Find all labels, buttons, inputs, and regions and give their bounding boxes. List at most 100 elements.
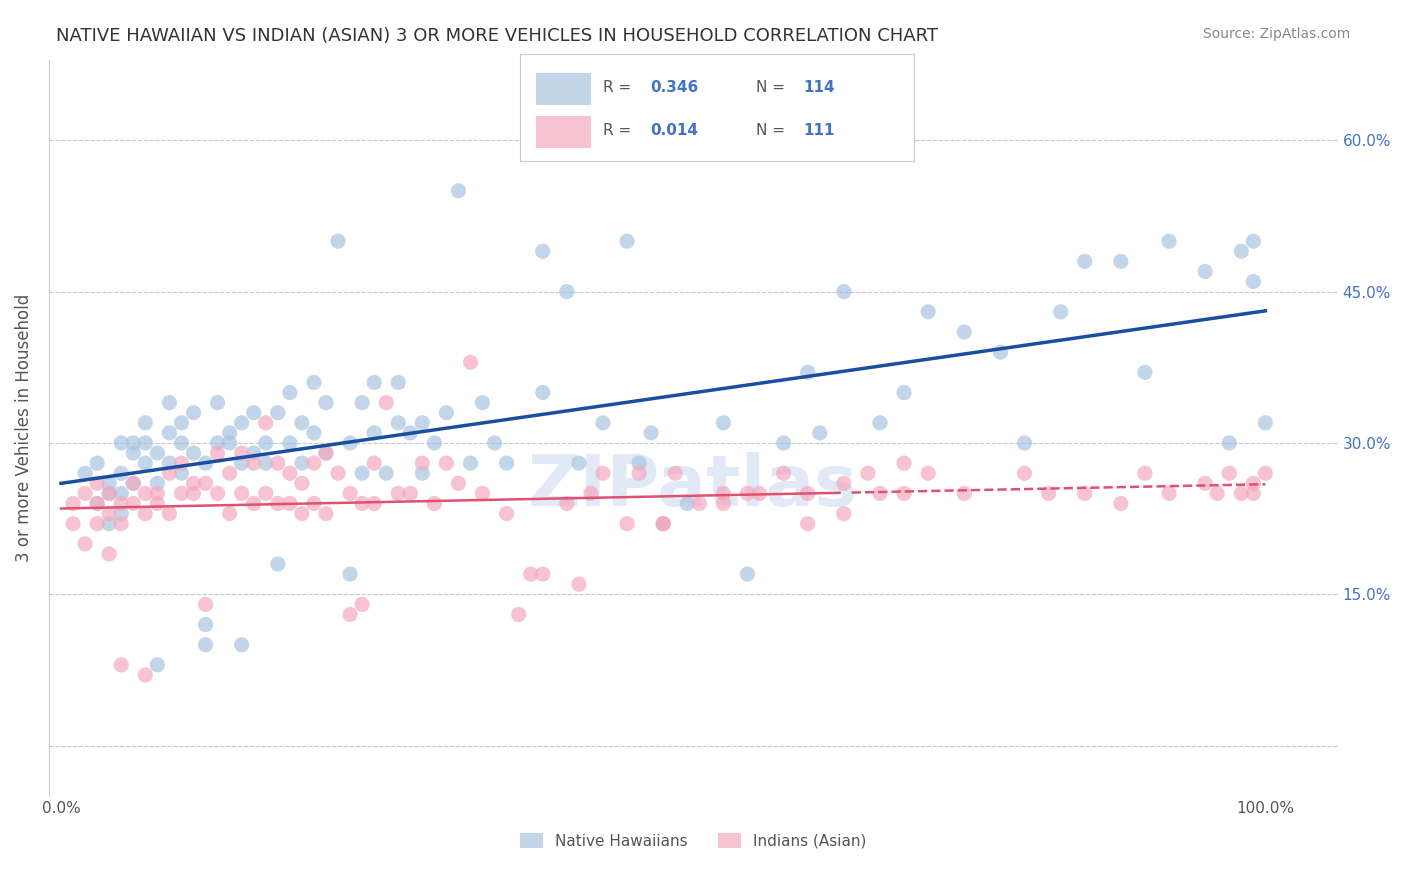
Point [254, 486, 277, 500]
Point [652, 516, 675, 531]
Point [315, 395, 337, 409]
Point [98, 507, 121, 521]
Point [1206, 486, 1229, 500]
Point [291, 507, 314, 521]
Point [98, 476, 121, 491]
Point [616, 234, 638, 248]
Point [146, 446, 169, 460]
Point [495, 456, 517, 470]
Point [278, 496, 301, 510]
Point [183, 486, 205, 500]
Point [748, 486, 770, 500]
Point [110, 436, 132, 450]
Point [471, 486, 494, 500]
Point [568, 456, 591, 470]
Point [194, 638, 217, 652]
Point [207, 436, 229, 450]
Point [616, 516, 638, 531]
Point [664, 467, 686, 481]
Point [387, 416, 409, 430]
Point [75, 467, 97, 481]
FancyBboxPatch shape [536, 73, 591, 105]
Point [713, 416, 735, 430]
Point [302, 376, 325, 390]
Point [352, 496, 374, 510]
Point [772, 436, 794, 450]
Point [75, 486, 97, 500]
Point [194, 598, 217, 612]
Point [796, 486, 818, 500]
Point [122, 476, 145, 491]
Point [183, 446, 205, 460]
Point [508, 607, 530, 622]
Point [676, 496, 699, 510]
Point [254, 456, 277, 470]
Point [242, 406, 264, 420]
Point [170, 486, 193, 500]
Point [62, 496, 84, 510]
Point [339, 607, 361, 622]
Point [953, 486, 976, 500]
Text: 0.014: 0.014 [650, 123, 699, 138]
Text: ZIPatlas: ZIPatlas [529, 452, 859, 521]
Point [411, 467, 433, 481]
Point [207, 486, 229, 500]
Point [146, 657, 169, 672]
Point [134, 668, 156, 682]
Point [242, 496, 264, 510]
Point [86, 456, 108, 470]
Point [447, 476, 470, 491]
Point [218, 507, 240, 521]
Point [183, 476, 205, 491]
Point [737, 567, 759, 582]
Point [1230, 486, 1253, 500]
Point [436, 406, 458, 420]
Text: R =: R = [603, 80, 636, 95]
Point [110, 486, 132, 500]
Point [218, 425, 240, 440]
Point [471, 395, 494, 409]
Point [146, 476, 169, 491]
Point [460, 355, 482, 369]
Point [411, 456, 433, 470]
Point [267, 557, 290, 571]
Point [267, 456, 290, 470]
Point [1218, 467, 1240, 481]
Point [315, 446, 337, 460]
Point [110, 496, 132, 510]
Point [1194, 264, 1216, 278]
Y-axis label: 3 or more Vehicles in Household: 3 or more Vehicles in Household [15, 293, 32, 562]
Point [157, 395, 180, 409]
Point [832, 507, 855, 521]
Point [254, 436, 277, 450]
Point [652, 516, 675, 531]
Point [652, 516, 675, 531]
Point [110, 467, 132, 481]
Point [953, 325, 976, 339]
Point [134, 456, 156, 470]
Point [1109, 254, 1132, 268]
Point [122, 436, 145, 450]
Point [375, 395, 398, 409]
Point [1218, 436, 1240, 450]
Point [531, 567, 554, 582]
Point [832, 285, 855, 299]
Point [1133, 467, 1156, 481]
Point [242, 446, 264, 460]
Point [1230, 244, 1253, 259]
Point [1157, 486, 1180, 500]
Point [990, 345, 1012, 359]
Point [218, 436, 240, 450]
Text: 111: 111 [804, 123, 835, 138]
Point [194, 476, 217, 491]
Point [363, 496, 385, 510]
Point [447, 184, 470, 198]
Point [1157, 234, 1180, 248]
Point [98, 547, 121, 561]
Point [363, 425, 385, 440]
Point [170, 467, 193, 481]
Point [194, 456, 217, 470]
Point [352, 598, 374, 612]
Point [423, 436, 446, 450]
Point [110, 507, 132, 521]
